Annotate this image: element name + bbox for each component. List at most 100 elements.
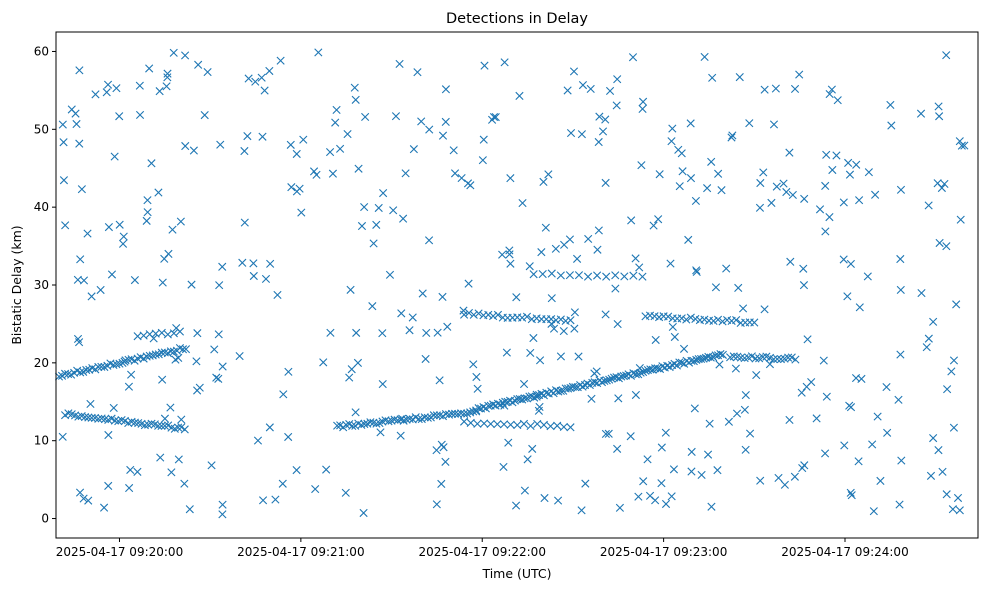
- detection-point: [127, 370, 136, 379]
- detection-point: [104, 481, 113, 490]
- detection-point: [873, 412, 882, 421]
- detection-point: [882, 382, 891, 392]
- detection-point: [953, 493, 963, 503]
- detection-point: [325, 147, 335, 157]
- detection-point: [174, 455, 183, 464]
- detection-point: [821, 181, 830, 190]
- detection-point: [590, 378, 599, 387]
- detection-point: [556, 271, 565, 280]
- detection-point: [755, 203, 765, 212]
- detection-point: [96, 285, 105, 295]
- detection-point: [76, 368, 85, 377]
- detection-point: [601, 310, 610, 319]
- detection-point: [127, 417, 136, 426]
- detection-point: [518, 198, 527, 208]
- detection-point: [439, 443, 448, 452]
- detection-point: [533, 419, 542, 428]
- detection-point: [745, 119, 754, 128]
- detection-point: [752, 370, 761, 380]
- detection-point: [605, 375, 614, 384]
- detection-point: [934, 102, 943, 111]
- detection-point: [238, 258, 247, 267]
- detection-point: [635, 363, 644, 373]
- detection-point: [715, 360, 724, 369]
- detection-point: [583, 272, 593, 281]
- detection-point: [895, 500, 904, 509]
- detection-point: [782, 187, 791, 197]
- detection-point: [741, 390, 750, 400]
- detection-point: [130, 418, 139, 427]
- detection-point: [87, 292, 96, 301]
- detection-point: [649, 221, 658, 230]
- detection-point: [176, 217, 185, 226]
- detection-point: [348, 421, 357, 431]
- detection-point: [261, 274, 271, 284]
- detection-point: [949, 423, 959, 432]
- detection-point: [544, 170, 553, 179]
- detection-point: [669, 465, 679, 474]
- detection-point: [107, 270, 117, 279]
- detection-point: [937, 183, 946, 193]
- detection-point: [192, 357, 201, 366]
- detection-point: [682, 315, 691, 324]
- detection-point: [601, 178, 610, 187]
- detection-point: [706, 353, 715, 362]
- y-axis-label: Bistatic Delay (km): [9, 225, 24, 344]
- detection-point: [677, 358, 686, 367]
- detection-point: [157, 328, 166, 337]
- detection-point: [846, 488, 855, 497]
- detection-point: [716, 349, 725, 359]
- detection-point: [692, 266, 701, 275]
- detection-point: [641, 366, 650, 375]
- detection-point: [215, 281, 224, 290]
- detection-point: [760, 305, 769, 314]
- detection-point: [935, 238, 944, 248]
- detection-point: [553, 496, 563, 505]
- detection-point: [260, 86, 269, 95]
- detection-point: [518, 395, 527, 404]
- detection-point: [359, 508, 368, 518]
- detection-point: [385, 270, 395, 279]
- detection-point: [687, 356, 696, 365]
- detection-point: [942, 51, 951, 60]
- detection-point: [397, 309, 406, 318]
- detection-point: [684, 235, 693, 244]
- detection-point: [526, 348, 535, 357]
- detection-point: [463, 409, 472, 418]
- detection-point: [574, 352, 583, 361]
- detection-point: [697, 354, 706, 364]
- detection-point: [157, 421, 166, 431]
- detection-point: [687, 467, 696, 476]
- detection-point: [529, 270, 538, 279]
- detection-point: [441, 85, 451, 94]
- detection-point: [540, 493, 549, 503]
- detection-point: [417, 117, 426, 126]
- detection-point: [556, 352, 566, 361]
- detection-point: [569, 67, 579, 76]
- detection-point: [135, 110, 145, 120]
- detection-point: [565, 235, 575, 244]
- detection-point: [194, 60, 203, 69]
- detection-point: [556, 386, 565, 396]
- detection-point: [686, 313, 695, 322]
- detection-point: [686, 119, 695, 128]
- detection-point: [408, 313, 417, 322]
- detection-point: [839, 198, 848, 207]
- detection-point: [780, 480, 789, 489]
- detection-point: [526, 421, 535, 430]
- detection-point: [76, 255, 85, 264]
- detection-point: [657, 443, 666, 452]
- detection-point: [360, 419, 369, 429]
- detection-point: [802, 382, 811, 391]
- detection-point: [896, 285, 905, 295]
- detection-point: [581, 479, 590, 488]
- detection-point: [464, 308, 474, 318]
- detection-point: [566, 129, 576, 138]
- detection-point: [80, 412, 90, 422]
- detection-point: [661, 499, 671, 509]
- detection-point: [689, 357, 698, 366]
- y-tick-label: 40: [34, 200, 49, 214]
- detection-point: [717, 186, 726, 195]
- detection-point: [218, 510, 227, 519]
- detection-point: [398, 414, 407, 423]
